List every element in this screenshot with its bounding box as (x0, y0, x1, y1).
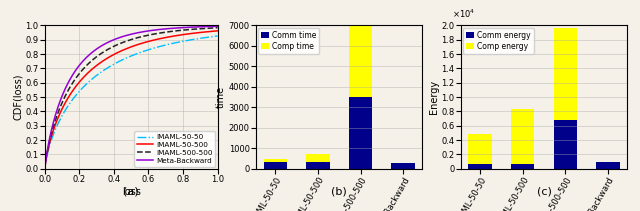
IMAML-50-500 (214, 30, 221, 32)
IMAML-50-50 (182, 39, 190, 42)
Text: $\times 10^4$: $\times 10^4$ (452, 7, 476, 20)
IMAML-50-50 (123, 57, 131, 59)
Y-axis label: time: time (216, 86, 226, 108)
IMAML-50-500 (41, 168, 49, 170)
IMAML-50-500 (182, 33, 190, 35)
Bar (264, 158, 287, 162)
IMAML-50-500 (124, 47, 132, 49)
IMAML-50-500 (134, 43, 142, 46)
Bar (264, 162, 287, 169)
Text: (c): (c) (536, 187, 552, 197)
IMAML-50-50 (214, 35, 221, 37)
Bar (511, 164, 534, 169)
Bar (392, 162, 415, 169)
IMAML-500-500 (124, 39, 132, 42)
IMAML-50-50 (144, 49, 152, 51)
Bar (349, 97, 372, 169)
Bar (468, 134, 492, 164)
Bar (554, 28, 577, 120)
Bar (596, 162, 620, 169)
Meta-Backward (144, 30, 152, 32)
Text: (a): (a) (124, 187, 139, 197)
IMAML-50-50 (210, 35, 218, 38)
Meta-Backward (41, 168, 49, 170)
Bar (468, 164, 492, 169)
Meta-Backward (182, 26, 190, 29)
Y-axis label: CDF(loss): CDF(loss) (13, 74, 22, 120)
Bar (306, 154, 330, 162)
IMAML-50-500 (123, 47, 131, 50)
Text: (b): (b) (332, 187, 347, 197)
Line: IMAML-500-500: IMAML-500-500 (45, 28, 218, 169)
Line: IMAML-50-50: IMAML-50-50 (45, 36, 218, 169)
Meta-Backward (210, 25, 218, 28)
IMAML-500-500 (214, 26, 221, 29)
Line: IMAML-50-500: IMAML-50-500 (45, 31, 218, 169)
Bar (306, 162, 330, 169)
IMAML-500-500 (123, 40, 131, 42)
IMAML-50-50 (134, 52, 142, 54)
Meta-Backward (214, 25, 221, 28)
Meta-Backward (134, 31, 142, 34)
IMAML-500-500 (210, 27, 218, 29)
IMAML-500-500 (134, 36, 142, 39)
IMAML-50-50 (41, 168, 49, 170)
Legend: Comm energy, Comp energy: Comm energy, Comp energy (463, 28, 534, 54)
Y-axis label: Energy: Energy (429, 80, 438, 114)
Bar (511, 108, 534, 164)
Line: Meta-Backward: Meta-Backward (45, 26, 218, 169)
Legend: IMAML-50-50, IMAML-50-500, IMAML-500-500, Meta-Backward: IMAML-50-50, IMAML-50-500, IMAML-500-500… (134, 131, 216, 167)
Meta-Backward (124, 34, 132, 36)
Legend: Comm time, Comp time: Comm time, Comp time (259, 28, 319, 54)
IMAML-50-500 (144, 40, 152, 43)
IMAML-50-50 (124, 56, 132, 59)
IMAML-500-500 (144, 34, 152, 37)
IMAML-500-500 (41, 168, 49, 170)
IMAML-50-500 (210, 30, 218, 32)
Bar (349, 26, 372, 97)
IMAML-500-500 (182, 28, 190, 31)
X-axis label: loss: loss (122, 187, 141, 197)
Bar (554, 120, 577, 169)
Meta-Backward (123, 34, 131, 37)
